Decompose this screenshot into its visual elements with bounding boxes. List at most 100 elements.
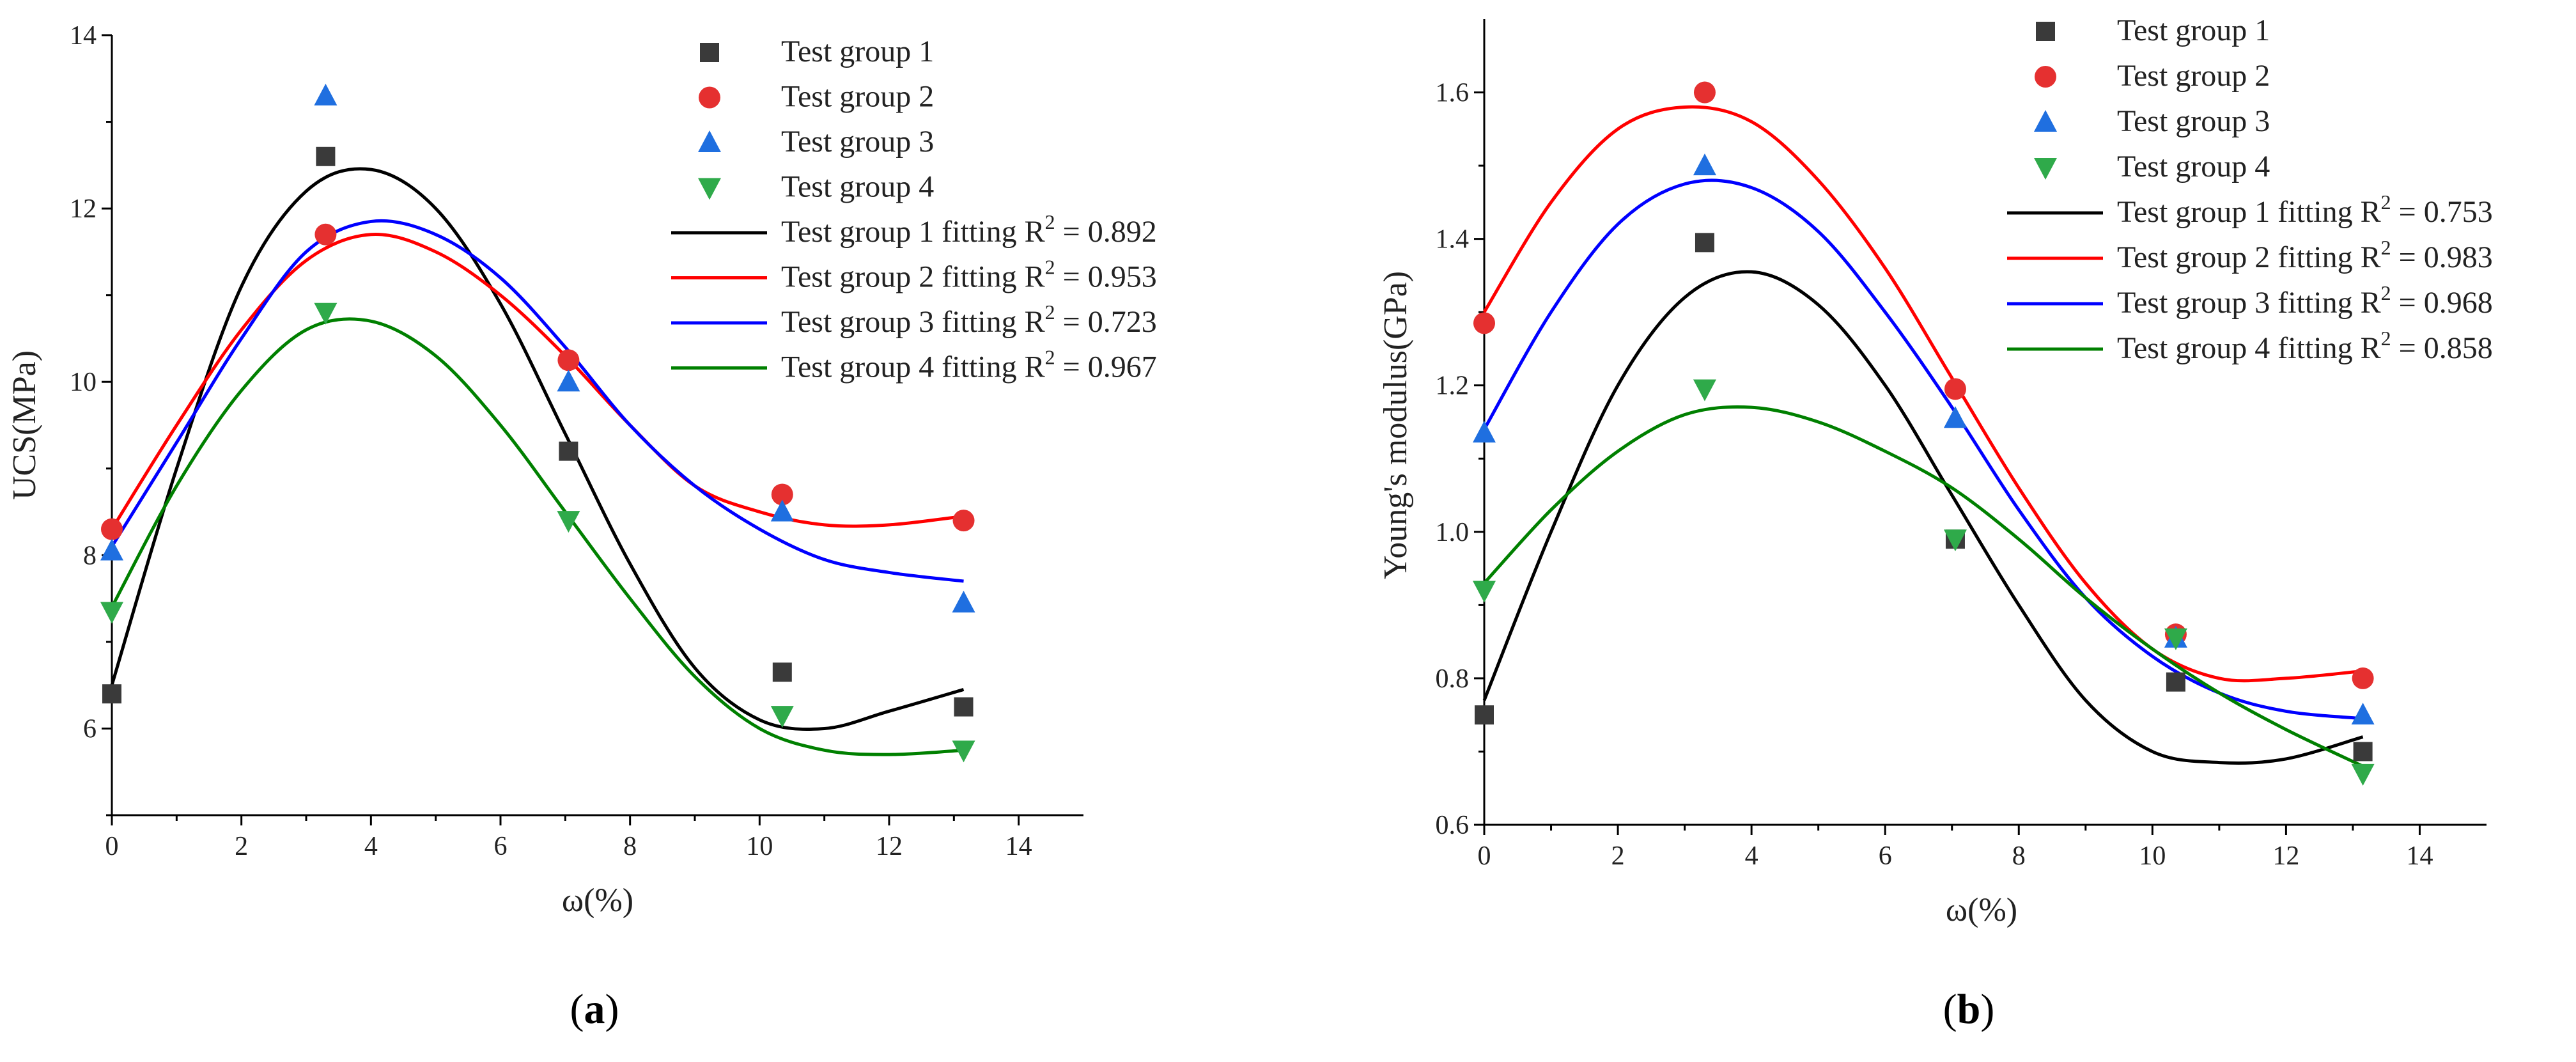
data-point-group-1 bbox=[2166, 672, 2185, 692]
legend-label: Test group 2 fitting R2 = 0.953 bbox=[781, 256, 1157, 294]
y-tick-label: 0.8 bbox=[1436, 664, 1470, 694]
legend-marker-group-1 bbox=[2036, 22, 2055, 41]
legend: Test group 1 Test group 2 Test group 3 Test… bbox=[2007, 13, 2493, 365]
x-tick-label: 4 bbox=[1745, 841, 1758, 871]
x-tick-label: 8 bbox=[623, 832, 637, 861]
data-point-group-1 bbox=[2353, 742, 2373, 761]
x-tick-label: 0 bbox=[1478, 841, 1491, 871]
panel-b: 0 2 4 6 8 10 12 14 0.6 0.8 1.0 1.2 1.4 1.6 ω(%) Young's… bbox=[1377, 13, 2493, 1033]
data-point-group-2 bbox=[2352, 667, 2374, 689]
data-point-group-1 bbox=[559, 441, 578, 461]
legend-label: Test group 2 fitting R2 = 0.983 bbox=[2117, 236, 2493, 274]
data-point-group-2 bbox=[1944, 378, 1966, 400]
data-point-group-4 bbox=[1943, 529, 1967, 552]
data-point-group-1 bbox=[772, 662, 792, 682]
x-tick-label: 14 bbox=[2406, 841, 2433, 871]
data-point-group-3 bbox=[314, 83, 338, 105]
data-point-group-3 bbox=[1943, 406, 1967, 428]
legend-label: Test group 4 bbox=[781, 170, 934, 204]
legend: Test group 1 Test group 2 Test group 3 Test… bbox=[671, 35, 1157, 384]
panel-caption: (b) bbox=[1943, 986, 1995, 1033]
x-tick-label: 8 bbox=[2012, 841, 2026, 871]
data-point-group-2 bbox=[1473, 312, 1495, 334]
legend-marker-group-3 bbox=[2034, 110, 2057, 132]
x-axis-title: ω(%) bbox=[1946, 892, 2017, 928]
data-point-group-3 bbox=[770, 499, 794, 522]
x-tick-label: 14 bbox=[1005, 832, 1032, 861]
fit-curve-group-1 bbox=[1482, 270, 2364, 765]
fit-curve-group-2 bbox=[1482, 105, 2363, 683]
y-axis-title: Young's modulus(GPa) bbox=[1377, 271, 1414, 579]
legend-marker-group-3 bbox=[698, 130, 721, 152]
y-tick-label: 0.6 bbox=[1436, 811, 1470, 840]
legend-label: Test group 3 bbox=[2117, 104, 2270, 138]
x-tick-label: 10 bbox=[746, 832, 773, 861]
data-point-group-2 bbox=[101, 518, 123, 540]
data-point-group-2 bbox=[557, 349, 580, 371]
legend-marker-group-2 bbox=[699, 86, 720, 109]
data-point-group-2 bbox=[1693, 81, 1716, 104]
y-tick-label: 8 bbox=[83, 541, 97, 570]
legend-marker-group-1 bbox=[700, 43, 719, 62]
legend-label: Test group 4 bbox=[2117, 150, 2270, 184]
y-tick-label: 12 bbox=[70, 194, 97, 224]
fit-curve-group-4 bbox=[110, 317, 964, 756]
legend-label: Test group 2 bbox=[2117, 59, 2270, 93]
data-point-group-1 bbox=[954, 697, 974, 717]
legend-marker-group-2 bbox=[2035, 66, 2056, 88]
data-point-group-4 bbox=[952, 740, 975, 763]
data-point-group-4 bbox=[1473, 581, 1496, 603]
fit-curve-group-4 bbox=[1483, 405, 2364, 768]
y-tick-label: 6 bbox=[83, 714, 97, 744]
legend-label: Test group 1 fitting R2 = 0.753 bbox=[2117, 191, 2493, 229]
data-point-group-4 bbox=[770, 706, 794, 728]
panel-caption: (a) bbox=[570, 986, 619, 1033]
legend-label: Test group 3 bbox=[781, 125, 934, 159]
data-point-group-3 bbox=[557, 370, 580, 392]
fit-curve-group-3 bbox=[1482, 178, 2363, 721]
y-tick-label: 10 bbox=[70, 368, 97, 397]
y-tick-label: 1.2 bbox=[1436, 371, 1470, 401]
fit-curve-group-2 bbox=[110, 233, 964, 530]
data-point-group-3 bbox=[1473, 421, 1496, 443]
data-point-group-3 bbox=[952, 590, 975, 613]
legend-label: Test group 2 bbox=[781, 80, 934, 114]
legend-marker-group-4 bbox=[698, 178, 721, 200]
y-tick-label: 14 bbox=[70, 21, 97, 51]
x-axis-title: ω(%) bbox=[562, 882, 633, 919]
data-point-group-3 bbox=[1693, 153, 1716, 176]
data-point-group-1 bbox=[1475, 705, 1494, 725]
x-tick-label: 12 bbox=[876, 832, 903, 861]
y-tick-label: 1.4 bbox=[1436, 225, 1470, 254]
x-tick-label: 10 bbox=[2139, 841, 2166, 871]
data-point-group-1 bbox=[1695, 233, 1714, 253]
data-point-group-4 bbox=[100, 602, 123, 624]
legend-label: Test group 4 fitting R2 = 0.858 bbox=[2117, 327, 2493, 365]
data-point-group-1 bbox=[316, 146, 336, 166]
data-point-group-4 bbox=[1693, 379, 1716, 402]
data-point-group-2 bbox=[314, 223, 337, 246]
data-point-group-2 bbox=[771, 483, 793, 506]
x-tick-label: 0 bbox=[105, 832, 119, 861]
data-point-group-3 bbox=[2351, 703, 2375, 725]
legend-label: Test group 4 fitting R2 = 0.967 bbox=[781, 346, 1157, 384]
data-point-group-1 bbox=[102, 684, 121, 704]
x-tick-label: 12 bbox=[2272, 841, 2299, 871]
data-point-group-2 bbox=[952, 510, 975, 532]
x-tick-label: 6 bbox=[494, 832, 508, 861]
data-point-group-4 bbox=[2164, 628, 2187, 650]
legend-marker-group-4 bbox=[2034, 158, 2057, 180]
y-tick-label: 1.0 bbox=[1436, 518, 1470, 547]
legend-label: Test group 3 fitting R2 = 0.723 bbox=[781, 301, 1157, 339]
data-point-group-4 bbox=[557, 511, 580, 533]
fit-curve-group-1 bbox=[110, 167, 965, 731]
legend-label: Test group 1 bbox=[2117, 13, 2270, 47]
x-tick-label: 2 bbox=[235, 832, 248, 861]
data-point-group-4 bbox=[314, 302, 338, 325]
panel-a: 0 2 4 6 8 10 12 14 6 8 10 12 14 ω(%) UCS(MPa) Test grou… bbox=[6, 21, 1157, 1033]
fit-curve-group-3 bbox=[110, 219, 964, 583]
legend-label: Test group 1 fitting R2 = 0.892 bbox=[781, 210, 1157, 249]
y-axis-title: UCS(MPa) bbox=[6, 350, 43, 500]
legend-label: Test group 3 fitting R2 = 0.968 bbox=[2117, 281, 2493, 320]
